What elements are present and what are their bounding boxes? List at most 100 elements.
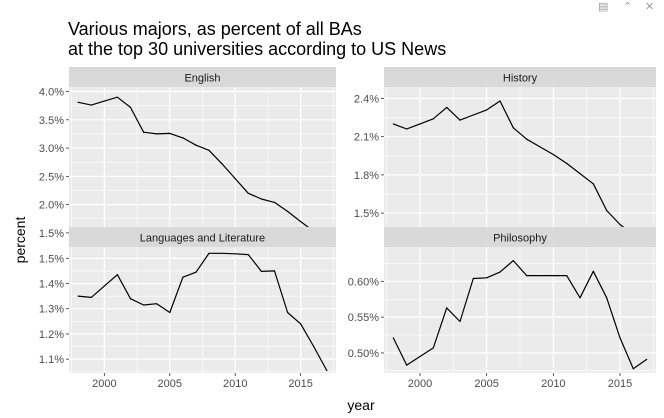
data-point (116, 96, 119, 98)
y-tick-label: 1.2% (39, 329, 64, 341)
x-tick-label: 2015 (608, 378, 632, 390)
x-tick-label: 2010 (541, 378, 565, 390)
x-axis-title: year (347, 397, 375, 413)
y-tick-label: 4.0% (39, 87, 64, 99)
data-point (526, 275, 528, 277)
data-point (619, 337, 621, 339)
chart-title-line-1: Various majors, as percent of all BAs (68, 19, 362, 39)
data-point (486, 277, 488, 279)
data-point (566, 275, 568, 277)
y-tick-label: 1.5% (39, 253, 64, 265)
facet-strip-label: Philosophy (493, 233, 547, 245)
y-tick-label: 0.50% (348, 348, 379, 360)
y-tick-label: 0.60% (348, 276, 379, 288)
data-point (90, 296, 92, 298)
data-point (619, 223, 621, 226)
y-tick-label: 2.1% (354, 132, 379, 144)
series-line (78, 96, 327, 233)
double-chevron-up-icon[interactable]: ⌃ (623, 1, 633, 13)
data-point (392, 337, 394, 339)
x-tick-label: 2000 (408, 378, 432, 390)
data-point (195, 271, 197, 273)
data-point (300, 323, 302, 325)
data-point (406, 364, 408, 366)
data-point (512, 260, 514, 262)
facet-panel: English 1.5% 2.0% 2.5% 3.0% 3.5% 4.0% (39, 67, 336, 240)
data-point (539, 146, 541, 148)
data-point (313, 345, 315, 348)
page-icon[interactable]: ▤ (598, 1, 609, 13)
facet-panel: Languages and Literature 1.1% 1.2% 1.3% 1.4%… (39, 227, 336, 390)
facet-strip (384, 67, 656, 87)
data-point (432, 118, 434, 120)
data-point (486, 109, 488, 111)
data-point (208, 252, 210, 254)
data-point (459, 119, 461, 121)
facet-panel: History 1.5% 1.8% 2.1% 2.4% (354, 67, 656, 239)
data-point (143, 131, 145, 133)
data-point (646, 358, 648, 360)
data-point (300, 220, 302, 223)
facet-strip (384, 227, 656, 247)
facet-strip-label: English (184, 73, 220, 85)
data-point (156, 303, 158, 305)
data-point (129, 298, 132, 300)
data-point (103, 285, 105, 287)
y-tick-label: 2.4% (354, 93, 379, 105)
data-point (406, 128, 408, 130)
data-point (208, 149, 210, 151)
data-point (606, 209, 608, 212)
x-tick-label: 2010 (223, 378, 247, 390)
data-point (592, 183, 594, 185)
data-point (260, 270, 262, 273)
data-point (499, 271, 501, 273)
data-point (77, 101, 79, 103)
facet-strip-label: Languages and Literature (140, 233, 265, 245)
y-axis-title: percent (12, 217, 28, 264)
data-point (90, 104, 92, 106)
data-point (606, 297, 608, 299)
chart-title-line-2: at the top 30 universities according to … (68, 39, 446, 59)
y-tick-label: 2.5% (39, 171, 64, 183)
data-point (221, 252, 223, 254)
y-tick-label: 1.5% (354, 208, 379, 220)
x-tick-label: 2000 (92, 378, 116, 390)
y-tick-label: 0.55% (348, 312, 379, 324)
data-point (247, 192, 249, 194)
y-tick-label: 2.0% (39, 200, 64, 212)
data-point (129, 106, 132, 108)
data-point (472, 277, 474, 280)
facet-panel: Philosophy 0.50% 0.55% 0.60% 2000 2005 2010 201… (348, 227, 656, 390)
series-line (393, 100, 647, 236)
data-point (432, 347, 434, 349)
data-point (566, 162, 568, 165)
data-point (552, 153, 554, 156)
data-point (77, 295, 79, 297)
data-point (273, 201, 276, 203)
close-icon[interactable]: ✕ (645, 1, 655, 13)
facet-strip-label: History (503, 73, 538, 85)
y-tick-label: 1.3% (39, 304, 64, 316)
data-point (221, 163, 223, 165)
data-point (326, 369, 328, 372)
data-point (234, 253, 236, 255)
data-point (182, 137, 184, 139)
data-point (143, 304, 145, 306)
data-point (156, 133, 158, 135)
data-point (579, 172, 581, 175)
data-point (392, 123, 394, 125)
data-point (286, 210, 289, 213)
facet-strip (69, 227, 336, 247)
data-point (459, 320, 461, 323)
y-tick-label: 3.0% (39, 143, 64, 155)
data-point (592, 270, 594, 272)
series-line (78, 252, 328, 371)
y-tick-label: 1.4% (39, 279, 64, 291)
data-point (260, 198, 262, 200)
data-point (286, 311, 289, 314)
y-tick-label: 1.5% (39, 228, 64, 240)
data-point (273, 270, 276, 272)
data-point (526, 138, 528, 140)
data-point (446, 307, 448, 309)
